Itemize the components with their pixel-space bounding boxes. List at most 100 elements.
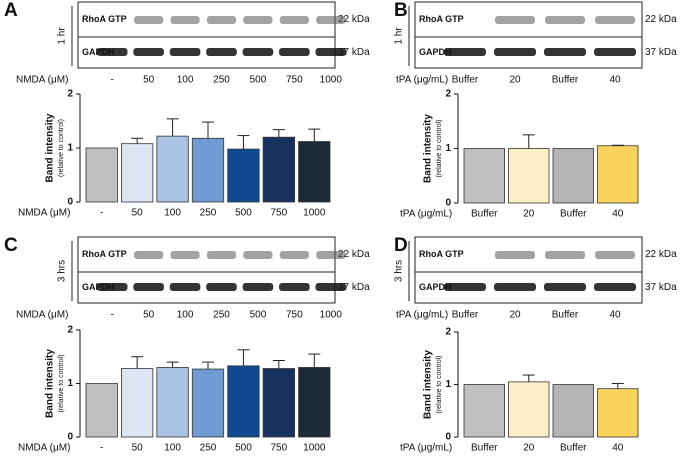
band: [594, 283, 636, 291]
bar: [298, 141, 331, 203]
band: [134, 16, 164, 24]
blot-lane-label: 750: [286, 75, 303, 86]
bar: [298, 367, 331, 438]
band: [206, 283, 237, 291]
y-tick-label: 2: [67, 89, 73, 100]
x-tick-label: 500: [235, 208, 252, 219]
band: [494, 283, 536, 291]
blot-lane-label: 500: [250, 75, 267, 86]
kda-label: 37 kDa: [338, 47, 370, 58]
x-tick-label: 20: [523, 443, 535, 454]
band: [170, 16, 200, 24]
kda-label: 37 kDa: [338, 282, 370, 293]
band: [170, 251, 200, 259]
kda-label: 22 kDa: [645, 14, 677, 25]
blot-lane-label: 250: [213, 75, 230, 86]
blot-lane-label: 100: [177, 75, 194, 86]
blot-axis-label: tPA (μg/mL): [396, 310, 448, 321]
panel-letter: D: [394, 235, 408, 256]
y-tick-label: 0: [67, 197, 73, 208]
y-axis-sublabel: (relative to control): [58, 355, 65, 413]
band: [279, 16, 309, 24]
band: [206, 48, 237, 56]
bar: [597, 388, 639, 438]
band: [315, 283, 347, 291]
blot-axis-label: NMDA (μM): [16, 75, 68, 86]
blot-axis-label: tPA (μg/mL): [396, 75, 448, 86]
y-axis-sublabel: (relative to control): [58, 119, 65, 177]
bar: [463, 384, 505, 438]
band: [444, 283, 486, 291]
blot-lane-label: 20: [509, 75, 521, 86]
bar: [262, 136, 295, 203]
band: [279, 283, 310, 291]
time-label: 3 hrs: [57, 260, 68, 282]
band: [96, 48, 128, 56]
blot-lane-label: 100: [177, 310, 194, 321]
band: [495, 16, 535, 24]
blot-label: RhoA GTP: [419, 249, 464, 259]
y-axis-label: Band intensity: [423, 350, 434, 419]
y-axis-sublabel: (relative to control): [436, 356, 443, 414]
x-axis-label: tPA (μg/mL): [400, 209, 452, 220]
x-tick-label: 20: [523, 209, 535, 220]
blot-label: RhoA GTP: [419, 14, 464, 24]
band: [242, 48, 274, 56]
y-tick-label: 1: [445, 143, 451, 154]
x-axis-label: NMDA (μM): [18, 443, 70, 454]
blot-label: RhoA GTP: [82, 249, 127, 259]
kda-label: 22 kDa: [338, 14, 370, 25]
x-tick-label: 750: [271, 443, 288, 454]
x-tick-label: 50: [132, 208, 144, 219]
bar: [552, 148, 594, 204]
blot-lane-label: 250: [213, 310, 230, 321]
time-label: 1 hr: [394, 27, 405, 45]
y-tick-label: 1: [67, 378, 73, 389]
band: [279, 48, 310, 56]
band: [134, 251, 164, 259]
bar: [597, 145, 639, 204]
bar: [85, 383, 118, 438]
blot-lane-label: 1000: [320, 310, 343, 321]
bar: [552, 384, 594, 438]
bar: [156, 135, 189, 203]
kda-label: 37 kDa: [645, 282, 677, 293]
x-tick-label: 1000: [303, 208, 326, 219]
y-tick-label: 0: [67, 432, 73, 443]
band: [494, 48, 536, 56]
band: [594, 48, 636, 56]
x-tick-label: 100: [164, 443, 181, 454]
band: [279, 251, 309, 259]
band: [206, 251, 237, 259]
band: [169, 48, 201, 56]
band: [444, 48, 486, 56]
band: [243, 251, 273, 259]
x-tick-label: Buffer: [560, 443, 587, 454]
blot-lane-label: 40: [609, 75, 621, 86]
y-axis-sublabel: (relative to control): [436, 120, 443, 178]
band: [243, 16, 273, 24]
band: [133, 283, 164, 291]
band: [545, 16, 585, 24]
x-tick-label: 500: [235, 443, 252, 454]
band: [169, 283, 201, 291]
bar: [508, 381, 550, 438]
band: [206, 16, 237, 24]
x-axis-label: NMDA (μM): [18, 208, 70, 219]
y-axis-label: Band intensity: [45, 349, 56, 418]
bar: [85, 147, 118, 203]
blot-lane-label: 40: [609, 310, 621, 321]
band: [242, 283, 274, 291]
bar: [262, 368, 295, 438]
blot-lane-label: 500: [250, 310, 267, 321]
y-tick-label: 1: [445, 379, 451, 390]
band: [316, 251, 346, 259]
x-tick-label: Buffer: [471, 209, 498, 220]
blot-lane-label: 1000: [320, 75, 343, 86]
band: [133, 48, 164, 56]
kda-label: 37 kDa: [645, 47, 677, 58]
blot-label: GAPDH: [419, 282, 452, 292]
blot-lane-label: 50: [143, 75, 155, 86]
bar: [121, 368, 154, 438]
band: [495, 251, 535, 259]
